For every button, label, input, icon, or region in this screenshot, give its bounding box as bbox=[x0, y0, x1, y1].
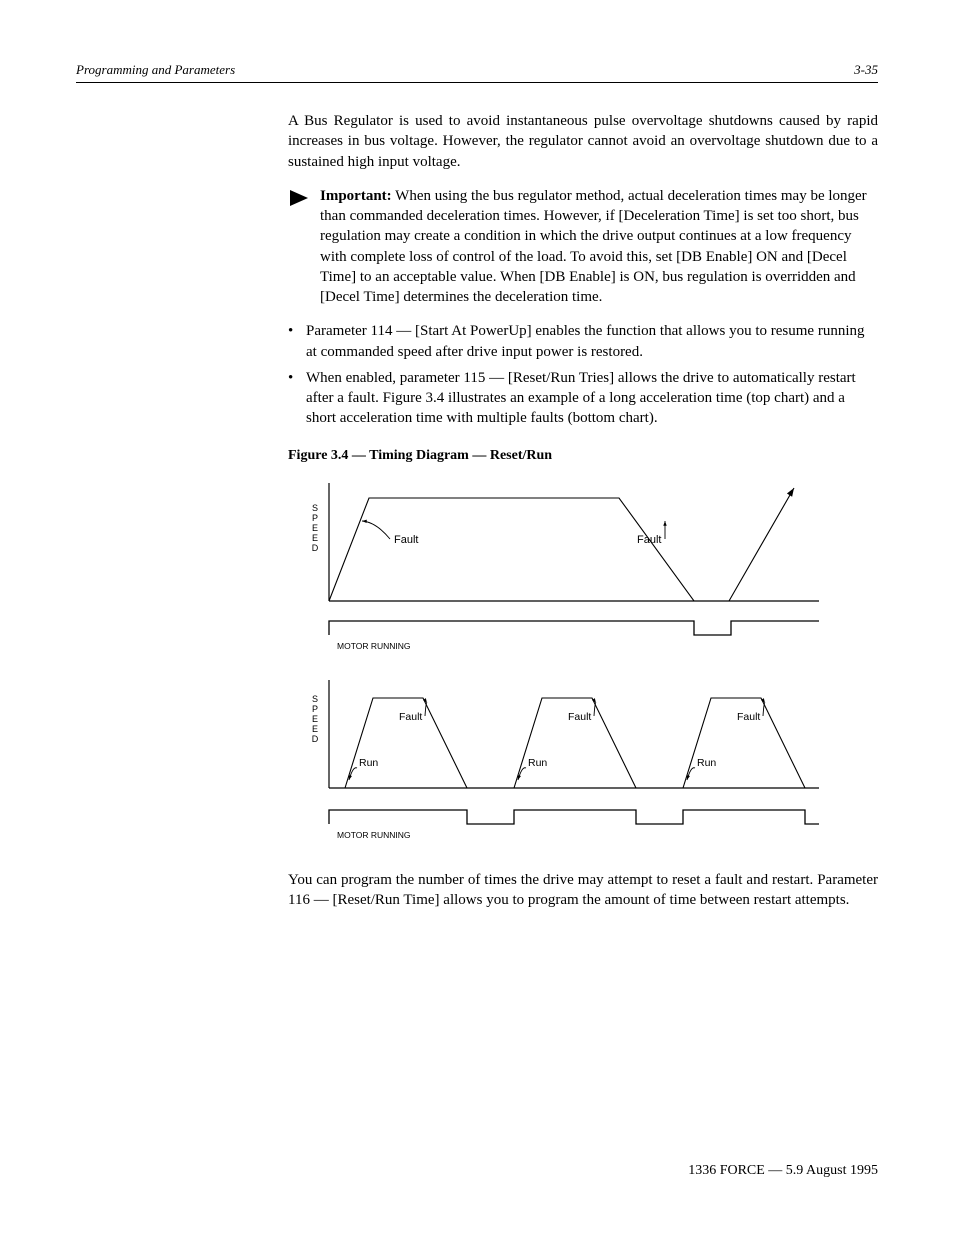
svg-text:SPEED: SPEED bbox=[312, 694, 319, 744]
header-rule bbox=[76, 82, 878, 83]
list-item-text: When enabled, parameter 115 — [Reset/Run… bbox=[306, 368, 878, 429]
important-text-block: Important: When using the bus regulator … bbox=[320, 186, 878, 308]
svg-text:Fault: Fault bbox=[399, 711, 422, 723]
svg-text:MOTOR RUNNING: MOTOR RUNNING bbox=[337, 641, 411, 651]
paragraph-bus-regulator: A Bus Regulator is used to avoid instant… bbox=[288, 111, 878, 172]
page: Programming and Parameters 3-35 A Bus Re… bbox=[0, 0, 954, 1235]
svg-text:Run: Run bbox=[697, 757, 716, 769]
figure-title: Figure 3.4 — Timing Diagram — Reset/Run bbox=[288, 447, 878, 466]
svg-text:Fault: Fault bbox=[394, 534, 418, 546]
svg-text:Fault: Fault bbox=[737, 711, 760, 723]
svg-text:Fault: Fault bbox=[568, 711, 591, 723]
bullet-icon: • bbox=[288, 321, 306, 362]
svg-text:Run: Run bbox=[359, 757, 378, 769]
running-header: Programming and Parameters 3-35 bbox=[76, 62, 878, 78]
triangle-icon bbox=[288, 188, 310, 208]
important-body: When using the bus regulator method, act… bbox=[320, 188, 867, 305]
header-right: 3-35 bbox=[854, 62, 878, 78]
svg-text:MOTOR RUNNING: MOTOR RUNNING bbox=[337, 830, 411, 840]
figure-top: SPEED Fault Fault MOTOR RUNNING bbox=[284, 473, 878, 669]
body-column: A Bus Regulator is used to avoid instant… bbox=[288, 111, 878, 910]
bullet-icon: • bbox=[288, 368, 306, 429]
important-note: Important: When using the bus regulator … bbox=[288, 186, 878, 308]
header-left: Programming and Parameters bbox=[76, 62, 235, 78]
list-item-text: Parameter 114 — [Start At PowerUp] enabl… bbox=[306, 321, 878, 362]
important-label: Important: bbox=[320, 188, 392, 204]
bullet-list: • Parameter 114 — [Start At PowerUp] ena… bbox=[288, 321, 878, 428]
svg-text:Run: Run bbox=[528, 757, 547, 769]
svg-text:SPEED: SPEED bbox=[312, 503, 319, 553]
list-item: • Parameter 114 — [Start At PowerUp] ena… bbox=[288, 321, 878, 362]
svg-text:Fault: Fault bbox=[637, 534, 661, 546]
list-item: • When enabled, parameter 115 — [Reset/R… bbox=[288, 368, 878, 429]
page-footer: 1336 FORCE — 5.9 August 1995 bbox=[688, 1163, 878, 1179]
figure-bottom: SPEED Fault Run Fault Run Fault Run MOTOR RUNNI… bbox=[284, 670, 878, 856]
paragraph-reset-run: You can program the number of times the … bbox=[288, 870, 878, 911]
